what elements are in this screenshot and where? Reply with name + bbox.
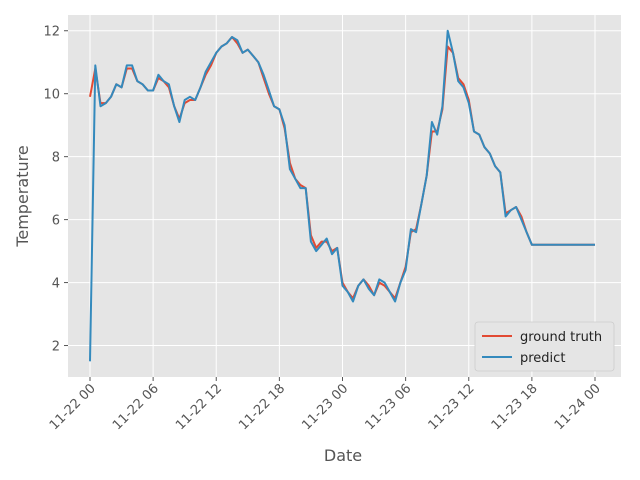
- legend: ground truth predict: [474, 321, 615, 372]
- legend-label-predict: predict: [520, 351, 565, 366]
- y-axis-ticks: 2 4 6 8 10 12: [43, 25, 68, 355]
- series-line-predict: [89, 29, 595, 362]
- y-axis-label: Temperature: [13, 145, 32, 247]
- x-axis-label: Date: [324, 446, 362, 465]
- y-tick-label: 6: [52, 214, 60, 229]
- x-tick-label: 11-23 12: [426, 381, 478, 433]
- y-tick-label: 8: [52, 151, 60, 166]
- x-tick-label: 11-23 18: [489, 381, 541, 433]
- x-tick-label: 11-22 00: [47, 381, 99, 433]
- plot-background: [68, 15, 621, 377]
- x-tick-label: 11-22 06: [110, 381, 162, 433]
- x-axis-ticks: 11-22 00 11-22 06 11-22 12 11-22 18 11-23 00…: [47, 377, 604, 433]
- y-tick-label: 12: [43, 25, 60, 40]
- y-tick-label: 2: [52, 340, 60, 355]
- y-tick-label: 10: [43, 88, 60, 103]
- series-lines: [89, 29, 595, 362]
- x-tick-label: 11-24 00: [552, 381, 604, 433]
- legend-label-ground-truth: ground truth: [520, 330, 602, 345]
- x-tick-label: 11-23 00: [299, 381, 351, 433]
- legend-box: [474, 321, 615, 372]
- y-tick-label: 4: [52, 277, 60, 292]
- x-tick-label: 11-23 06: [363, 381, 415, 433]
- x-tick-label: 11-22 18: [236, 381, 288, 433]
- x-tick-label: 11-22 12: [173, 381, 225, 433]
